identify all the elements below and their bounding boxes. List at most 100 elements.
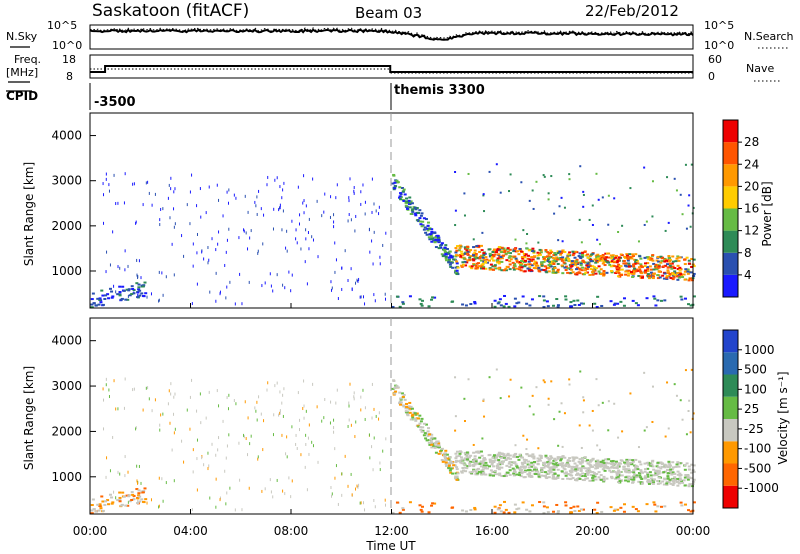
scatter-point (307, 436, 309, 440)
scatter-point (584, 254, 588, 257)
scatter-point (416, 211, 420, 214)
freq-label-2: [MHz] (6, 66, 38, 79)
scatter-point (305, 409, 307, 413)
velocity-colorbar-label: Velocity [m s⁻¹] (776, 371, 790, 464)
scatter-point (225, 250, 227, 254)
scatter-point (644, 477, 648, 480)
scatter-point (401, 190, 405, 193)
scatter-point (556, 512, 560, 515)
scatter-point (476, 262, 480, 265)
scatter-point (556, 258, 560, 261)
scatter-point (302, 201, 304, 205)
scatter-point (359, 501, 361, 505)
scatter-point (312, 238, 314, 242)
scatter-point (467, 172, 470, 175)
scatter-point (655, 259, 659, 262)
scatter-point (466, 459, 470, 462)
scatter-point (543, 381, 546, 384)
scatter-point (566, 254, 570, 257)
scatter-point (308, 452, 310, 456)
scatter-point (674, 465, 678, 468)
scatter-point (604, 458, 608, 461)
scatter-point (478, 257, 482, 260)
scatter-point (378, 417, 380, 421)
scatter-point (282, 209, 284, 213)
scatter-point (620, 479, 624, 482)
scatter-point (479, 460, 483, 463)
scatter-point (448, 250, 452, 253)
scatter-point (215, 271, 217, 275)
scatter-point (668, 274, 672, 277)
scatter-point (590, 253, 594, 256)
scatter-point (282, 489, 284, 493)
scatter-point (582, 205, 585, 208)
noise-right-label: N.Search (744, 30, 794, 43)
scatter-point (454, 266, 458, 269)
scatter-point (267, 175, 269, 179)
colorbar-tick-label: 20 (744, 179, 759, 193)
scatter-point (622, 503, 626, 506)
scatter-point (458, 450, 462, 453)
scatter-point (385, 503, 387, 507)
scatter-point (108, 493, 112, 496)
scatter-point (458, 244, 462, 247)
scatter-point (534, 470, 538, 473)
scatter-point (581, 302, 585, 305)
scatter-point (127, 494, 131, 497)
scatter-point (552, 510, 556, 513)
scatter-point (138, 259, 140, 263)
scatter-point (391, 305, 395, 308)
scatter-point (433, 231, 437, 234)
scatter-point (127, 294, 129, 298)
scatter-point (651, 180, 654, 183)
scatter-point (107, 503, 111, 506)
scatter-point (613, 402, 616, 405)
scatter-point (564, 463, 568, 466)
scatter-point (631, 460, 635, 463)
scatter-point (281, 433, 283, 437)
scatter-point (128, 294, 132, 297)
scatter-point (492, 248, 496, 251)
scatter-point (504, 267, 508, 270)
scatter-point (622, 510, 626, 513)
scatter-point (535, 386, 538, 389)
scatter-point (518, 471, 522, 474)
scatter-point (142, 203, 144, 207)
scatter-point (643, 429, 646, 432)
scatter-point (593, 302, 597, 305)
scatter-point (391, 182, 395, 185)
scatter-point (542, 463, 546, 466)
scatter-point (687, 485, 691, 488)
scatter-point (316, 405, 318, 409)
scatter-point (576, 505, 580, 508)
scatter-point (233, 399, 235, 403)
scatter-point (471, 258, 475, 261)
scatter-point (401, 395, 405, 398)
scatter-point (135, 220, 137, 224)
scatter-point (564, 295, 568, 298)
scatter-point (514, 238, 517, 241)
scatter-point (671, 273, 675, 276)
scatter-point (627, 478, 631, 481)
scatter-point (629, 476, 633, 479)
scatter-point (447, 467, 451, 470)
scatter-point (503, 249, 507, 252)
scatter-point (334, 447, 336, 451)
scatter-point (405, 205, 409, 208)
scatter-point (577, 460, 581, 463)
scatter-point (118, 491, 122, 494)
scatter-point (192, 242, 194, 246)
scatter-point (643, 166, 646, 169)
scatter-point (244, 400, 246, 404)
scatter-point (440, 458, 444, 461)
scatter-point (652, 268, 656, 271)
scatter-point (479, 254, 483, 257)
noise-sky-series (89, 28, 694, 41)
colorbar-tick-label: -1000 (744, 481, 779, 495)
scatter-point (382, 243, 384, 247)
scatter-point (462, 469, 466, 472)
noise-right-tick-bottom: 10^0 (704, 39, 734, 52)
scatter-point (127, 500, 129, 504)
scatter-point (632, 475, 636, 478)
